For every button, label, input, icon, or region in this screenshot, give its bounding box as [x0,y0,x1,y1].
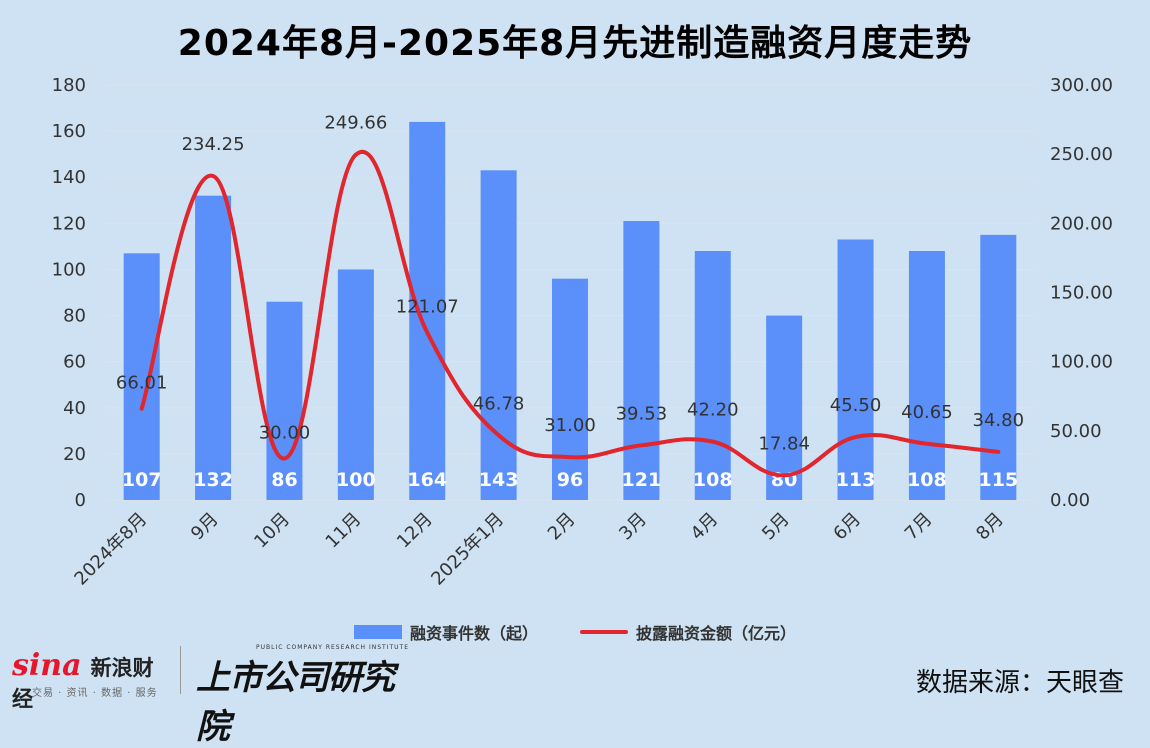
x-tick-label: 2024年8月 [70,509,151,590]
y-left-tick-label: 40 [63,398,86,419]
legend: 融资事件数（起） 披露融资金额（亿元） [0,620,1150,644]
y-left-tick-label: 120 [52,213,86,234]
y-left-tick-label: 140 [52,167,86,188]
x-tick-label: 10月 [250,509,294,553]
y-right-tick-label: 50.00 [1050,421,1102,442]
x-tick-label: 4月 [687,509,723,545]
legend-label-bars: 融资事件数（起） [409,624,538,643]
bar [123,253,160,500]
sina-finance-logo: sina 新浪财经 交易 · 资讯 · 数据 · 服务 [12,648,172,711]
legend-line-swatch [580,630,628,634]
x-tick-label: 6月 [829,509,865,545]
research-cn-text: 上市公司研究院 [196,658,395,747]
line-value-label: 234.25 [182,134,245,155]
bar-value-label: 164 [407,469,447,491]
y-right-tick-label: 0.00 [1050,490,1090,511]
line-value-label: 17.84 [758,433,810,454]
line-value-label: 34.80 [973,410,1025,431]
line-value-label: 46.78 [473,393,525,414]
bar-value-label: 132 [193,469,233,491]
bar [337,269,374,500]
y-left-tick-label: 60 [63,352,86,373]
x-tick-label: 9月 [187,509,223,545]
y-left-tick-label: 0 [75,490,86,511]
line-series-path [139,149,1001,478]
legend-item-line: 披露融资金额（亿元） [580,620,796,644]
legend-bar-swatch [353,625,402,639]
bar [552,278,588,500]
sina-brand-text: sina [12,648,82,683]
y-left-tick-label: 160 [52,121,86,142]
bar [980,234,1017,500]
x-tick-label: 2月 [544,509,580,545]
y-left-tick-label: 180 [52,75,86,96]
bar-value-label: 96 [557,469,583,491]
chart-title: 2024年8月-2025年8月先进制造融资月度走势 [177,23,973,64]
y-right-tick-label: 200.00 [1050,213,1113,234]
x-tick-label: 3月 [615,509,651,545]
research-en-text: PUBLIC COMPANY RESEARCH INSTITUTE [256,644,409,651]
x-tick-label: 5月 [758,509,794,545]
sina-cn-text: 新浪财经 [12,656,154,711]
x-tick-label: 8月 [972,509,1008,545]
line-value-label: 45.50 [830,395,882,416]
data-source: 数据来源：天眼查 [915,668,1124,698]
bar-value-label: 107 [122,469,162,491]
bar-value-label: 113 [836,469,876,491]
line-value-label: 39.53 [616,403,668,424]
x-tick-label: 12月 [393,509,437,553]
line-value-label: 40.65 [901,402,953,423]
y-right-tick-label: 100.00 [1050,352,1113,373]
bar [623,221,660,500]
bar-value-label: 108 [907,469,947,491]
legend-item-bars: 融资事件数（起） [353,620,538,644]
bar-value-label: 86 [271,469,297,491]
bar-value-label: 108 [693,469,733,491]
bar [266,301,303,500]
x-tick-label: 11月 [322,509,366,553]
y-right-tick-label: 250.00 [1050,144,1113,165]
y-left-tick-label: 80 [63,306,86,327]
research-institute-logo: PUBLIC COMPANY RESEARCH INSTITUTE 上市公司研究… [196,644,426,747]
line-value-label: 42.20 [687,400,739,421]
y-left-tick-label: 20 [63,444,86,465]
y-right-tick-label: 150.00 [1050,283,1113,304]
bar [195,195,232,500]
legend-label-line: 披露融资金额（亿元） [636,624,797,643]
line-value-label: 66.01 [116,373,168,394]
line-value-label: 31.00 [544,415,596,436]
sina-sub-text: 交易 · 资讯 · 数据 · 服务 [32,688,158,699]
chart-canvas: 0 20 40 60 80 100 120 140 160 180 0.00 50.00 100.00 1… [52,75,1113,590]
x-tick-label: 2025年1月 [427,509,508,590]
line-value-label: 30.00 [259,423,311,444]
bar [409,121,446,500]
bar [908,251,945,500]
bar-value-label: 100 [336,469,376,491]
bar-value-label: 115 [978,469,1018,491]
line-value-label: 249.66 [324,113,387,134]
line-value-label: 121.07 [396,297,459,318]
bar [480,170,517,501]
bar [766,315,803,500]
bar [694,251,731,500]
y-left-tick-label: 100 [52,259,86,280]
y-right-tick-label: 300.00 [1050,75,1113,96]
logo-divider [180,646,181,694]
bar [837,239,874,500]
x-tick-label: 7月 [901,509,937,545]
bar-value-label: 121 [622,469,662,491]
bar-value-label: 143 [479,469,519,491]
